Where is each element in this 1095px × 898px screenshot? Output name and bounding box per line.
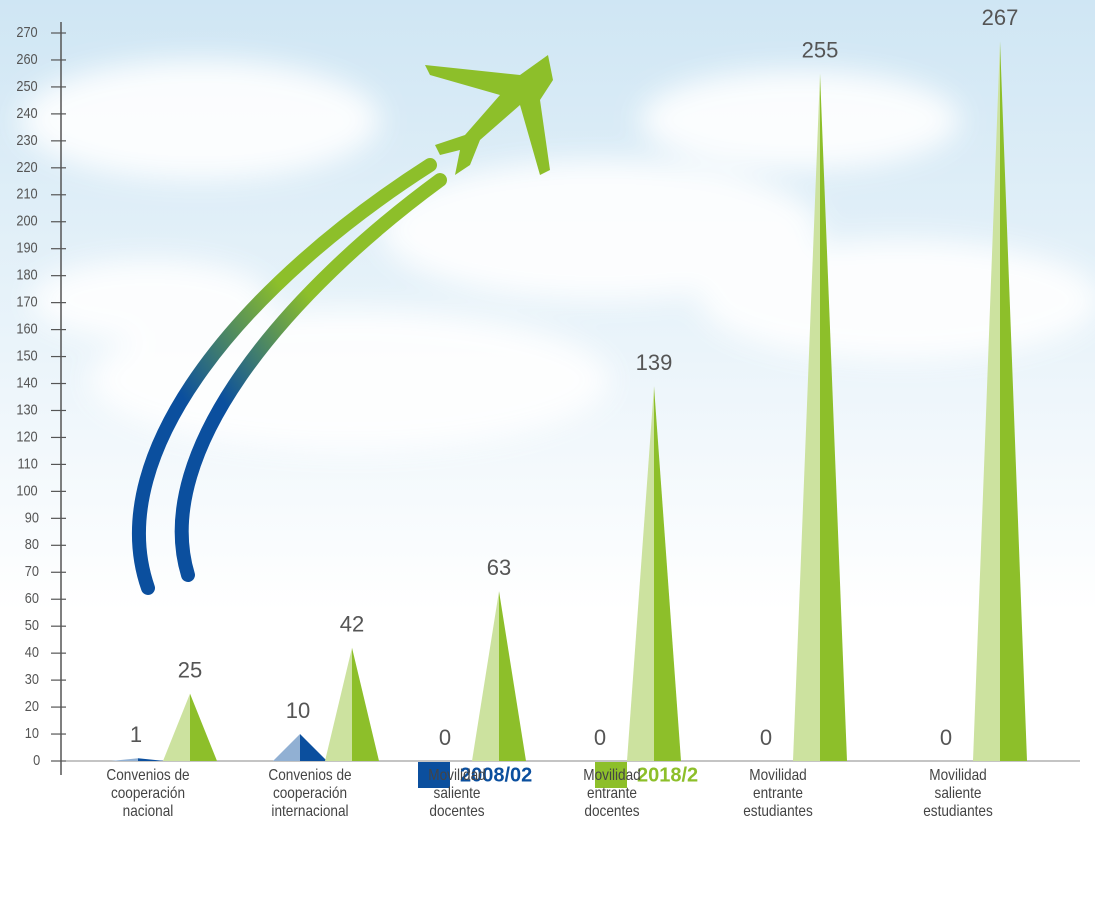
y-tick-label: 40 — [25, 643, 39, 660]
legend: 2008/02 2018/2 — [418, 762, 698, 788]
airplane — [425, 55, 553, 175]
x-tick-label: Movilidad entrante docentes — [583, 767, 641, 820]
legend-label: 2008/02 — [460, 764, 532, 786]
peak-left — [111, 758, 138, 761]
x-tick-label: Movilidad saliente docentes — [428, 767, 486, 820]
legend-swatch — [595, 762, 627, 788]
y-tick-label: 30 — [25, 670, 39, 687]
y-tick-label: 20 — [25, 697, 39, 714]
value-label: 42 — [340, 612, 364, 637]
y-tick-label: 150 — [16, 347, 37, 364]
y-tick-label: 160 — [16, 320, 37, 337]
value-label: 63 — [487, 555, 511, 580]
y-tick-label: 240 — [16, 104, 37, 121]
y-tick-label: 70 — [25, 562, 39, 579]
y-tick-label: 110 — [18, 454, 39, 471]
value-label: 255 — [802, 37, 839, 62]
x-tick-label: Movilidad entrante estudiantes — [743, 767, 813, 820]
peak-right — [820, 73, 847, 761]
y-tick-label: 130 — [16, 400, 37, 417]
peak-left — [325, 647, 352, 761]
y-tick-label: 140 — [16, 373, 37, 390]
value-label: 0 — [760, 725, 772, 750]
y-tick-label: 50 — [25, 616, 39, 633]
peak-right — [190, 693, 217, 761]
airplane-trail — [131, 158, 447, 595]
value-label: 0 — [594, 725, 606, 750]
x-tick-label: Movilidad saliente estudiantes — [923, 767, 993, 820]
y-tick-label: 120 — [16, 427, 37, 444]
y-tick-label: 60 — [25, 589, 39, 606]
y-tick-label: 210 — [16, 185, 37, 202]
peak-right — [352, 647, 379, 761]
y-tick-label: 80 — [25, 535, 39, 552]
y-tick-label: 200 — [16, 212, 37, 229]
x-tick-label: Convenios de cooperación internacional — [268, 767, 352, 820]
peak-left — [973, 41, 1000, 762]
peak-left — [627, 386, 654, 761]
y-tick-label: 100 — [16, 481, 37, 498]
value-label: 0 — [940, 725, 952, 750]
value-label: 139 — [636, 350, 673, 375]
value-label: 10 — [286, 698, 310, 723]
y-tick-label: 190 — [16, 239, 37, 256]
peak-left — [273, 734, 300, 761]
y-tick-label: 0 — [33, 751, 40, 768]
value-label: 25 — [178, 657, 202, 682]
peak-right — [300, 734, 327, 761]
x-tick-label: Convenios de cooperación nacional — [106, 767, 190, 820]
value-label: 267 — [982, 5, 1019, 30]
y-tick-label: 230 — [16, 131, 37, 148]
y-tick-label: 170 — [16, 293, 37, 310]
peak-right — [654, 386, 681, 761]
y-tick-label: 180 — [16, 266, 37, 283]
value-label: 0 — [439, 725, 451, 750]
legend-label: 2018/2 — [637, 764, 698, 786]
y-tick-label: 260 — [16, 50, 37, 67]
y-tick-label: 220 — [16, 158, 37, 175]
peak-left — [472, 591, 499, 761]
y-tick-label: 90 — [25, 508, 39, 525]
peak-left — [793, 73, 820, 761]
peak-right — [499, 591, 526, 761]
value-label: 1 — [130, 722, 142, 747]
y-tick-label: 250 — [16, 77, 37, 94]
y-tick-label: 270 — [16, 23, 37, 40]
peak-right — [1000, 41, 1027, 762]
peak-right — [138, 758, 165, 761]
peak-left — [163, 693, 190, 761]
y-tick-label: 10 — [25, 724, 39, 741]
legend-swatch — [418, 762, 450, 788]
